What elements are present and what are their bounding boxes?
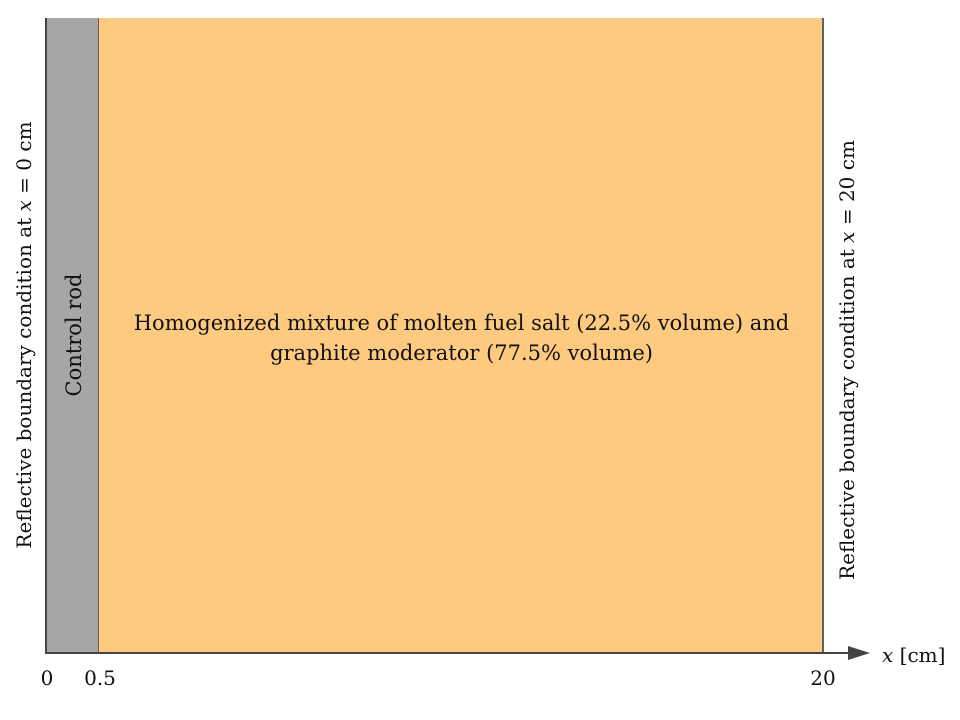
x-tick-label-0: 0 [40,666,54,690]
x-axis-line [45,652,850,654]
control-rod-label: Control rod [62,273,86,397]
right-boundary-label: Reflective boundary condition at x = 20 … [835,140,859,580]
mixture-label-line-1: Homogenized mixture of molten fuel salt … [133,311,790,335]
x-tick-label-20: 20 [810,666,836,690]
fuel-salt-mixture-region [99,18,824,652]
x-axis-label: x [cm] [882,643,946,667]
mixture-label-line-2: graphite moderator (77.5% volume) [270,341,653,365]
x-axis-arrow-icon [848,646,870,660]
mixture-label: Homogenized mixture of molten fuel salt … [99,308,824,368]
left-boundary-label: Reflective boundary condition at x = 0 c… [12,121,36,549]
left-boundary-wall [45,18,47,654]
x-tick-label-0-5: 0.5 [84,666,116,690]
